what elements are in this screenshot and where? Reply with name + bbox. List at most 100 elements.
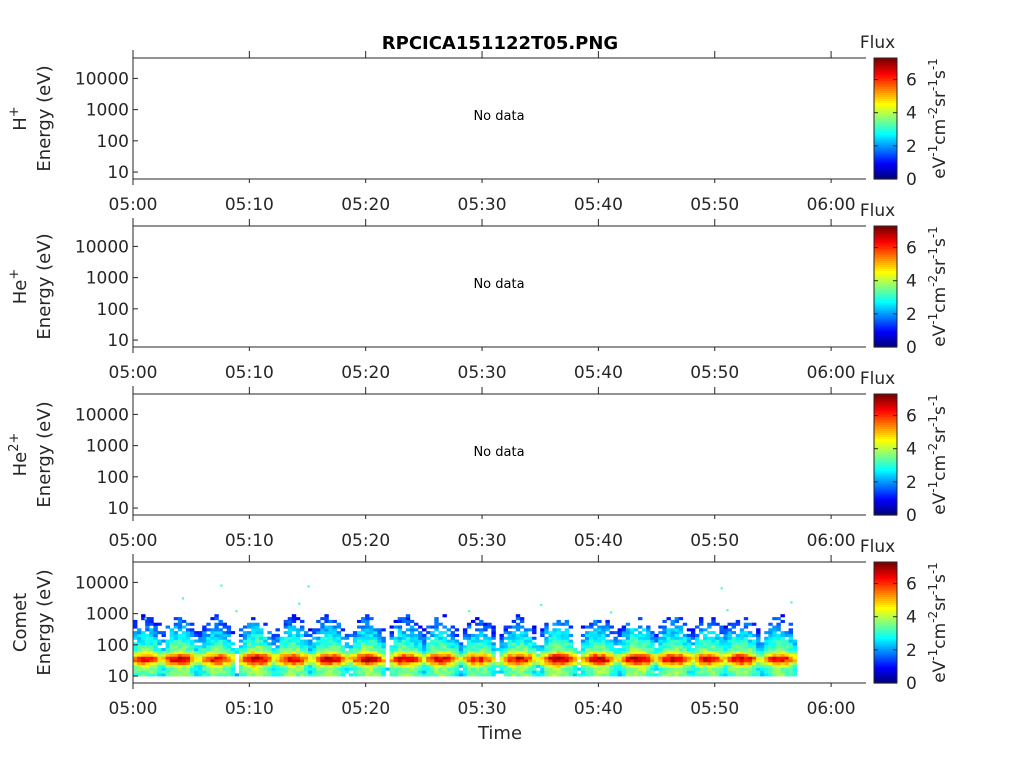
colorbar-segment bbox=[874, 82, 897, 85]
heatmap-cell bbox=[580, 645, 586, 649]
heatmap-cell bbox=[768, 648, 773, 652]
heatmap-cell bbox=[752, 648, 757, 652]
heatmap-cell bbox=[589, 642, 594, 646]
heatmap-cell bbox=[348, 667, 354, 671]
heatmap-cell bbox=[340, 673, 346, 677]
heatmap-cell bbox=[597, 650, 602, 654]
heatmap-cell bbox=[222, 670, 227, 674]
heatmap-cell bbox=[654, 673, 659, 677]
heatmap-cell bbox=[137, 653, 142, 657]
heatmap-cell bbox=[792, 650, 798, 654]
heatmap-cell bbox=[633, 645, 639, 649]
colorbar-frame bbox=[873, 561, 898, 684]
heatmap-cell bbox=[638, 633, 643, 637]
heatmap-cell bbox=[479, 619, 484, 623]
heatmap-cell bbox=[638, 617, 643, 621]
heatmap-cell bbox=[703, 664, 708, 668]
heatmap-cell bbox=[686, 633, 692, 637]
heatmap-cell bbox=[528, 653, 533, 657]
heatmap-cell bbox=[678, 650, 684, 654]
heatmap-cell bbox=[719, 628, 724, 632]
heatmap-cell bbox=[185, 622, 191, 626]
heatmap-cell bbox=[177, 667, 183, 671]
heatmap-cell bbox=[267, 664, 272, 668]
heatmap-cell bbox=[361, 667, 366, 671]
heatmap-cell bbox=[316, 642, 321, 646]
heatmap-cell bbox=[336, 670, 341, 674]
heatmap-cell bbox=[723, 659, 728, 663]
heatmap-cell bbox=[352, 659, 358, 663]
heatmap-cell bbox=[210, 636, 215, 640]
heatmap-cell bbox=[638, 631, 643, 635]
heatmap-cell bbox=[690, 662, 696, 666]
heatmap-cell bbox=[247, 645, 252, 649]
heatmap-cell bbox=[788, 645, 793, 649]
heatmap-cell bbox=[536, 653, 541, 657]
heatmap-cell bbox=[776, 642, 781, 646]
heatmap-cell bbox=[711, 659, 716, 663]
heatmap-cell bbox=[471, 619, 476, 623]
heatmap-cell bbox=[625, 673, 631, 677]
heatmap-cell bbox=[190, 653, 195, 657]
colorbar-segment bbox=[874, 434, 897, 437]
heatmap-cell bbox=[605, 656, 610, 660]
heatmap-cell bbox=[275, 645, 280, 649]
x-tick-label: 05:40 bbox=[574, 363, 623, 383]
heatmap-cell bbox=[169, 648, 175, 652]
heatmap-cell bbox=[185, 664, 191, 668]
heatmap-cell bbox=[776, 625, 781, 629]
heatmap-cell bbox=[658, 648, 663, 652]
heatmap-cell bbox=[552, 662, 557, 666]
heatmap-cell bbox=[686, 650, 692, 654]
colorbar-segment bbox=[874, 154, 897, 158]
heatmap-cell bbox=[161, 639, 166, 643]
heatmap-cell bbox=[532, 631, 537, 635]
heatmap-cell bbox=[613, 631, 618, 635]
heatmap-cell bbox=[654, 639, 659, 643]
heatmap-cell bbox=[263, 636, 268, 640]
heatmap-cell bbox=[153, 642, 158, 646]
heatmap-cell bbox=[523, 628, 529, 632]
heatmap-cell bbox=[678, 673, 684, 677]
colorbar-segment bbox=[874, 68, 897, 71]
heatmap-cell bbox=[503, 636, 508, 640]
heatmap-cell bbox=[149, 622, 154, 626]
y-tick-label: 1000 bbox=[86, 269, 129, 289]
heatmap-cell bbox=[357, 639, 362, 643]
heatmap-cell bbox=[747, 622, 753, 626]
heatmap-cell bbox=[711, 639, 716, 643]
heatmap-cell bbox=[658, 636, 663, 640]
heatmap-cell bbox=[552, 673, 557, 677]
heatmap-cell bbox=[177, 656, 183, 660]
colorbar-segment bbox=[874, 394, 897, 397]
heatmap-cell bbox=[194, 673, 199, 677]
heatmap-cell bbox=[479, 645, 484, 649]
heatmap-cell bbox=[523, 653, 529, 657]
colorbar-segment bbox=[874, 86, 897, 89]
heatmap-cell bbox=[650, 667, 655, 671]
heatmap-cell bbox=[788, 670, 793, 674]
colorbar-segment bbox=[874, 480, 897, 484]
heatmap-cell bbox=[450, 636, 455, 640]
heatmap-cell bbox=[137, 633, 142, 637]
heatmap-cell bbox=[214, 625, 219, 629]
heatmap-cell bbox=[523, 642, 529, 646]
heatmap-cell bbox=[426, 659, 431, 663]
heatmap-cell bbox=[471, 645, 476, 649]
heatmap-cell bbox=[340, 667, 346, 671]
heatmap-cell bbox=[332, 670, 337, 674]
heatmap-cell bbox=[340, 653, 346, 657]
x-tick-label: 05:10 bbox=[225, 531, 274, 551]
colorbar-segment bbox=[874, 680, 897, 684]
heatmap-cell bbox=[556, 659, 561, 663]
colorbar-segment bbox=[874, 244, 897, 247]
heatmap-cell bbox=[788, 673, 793, 677]
heatmap-cell bbox=[654, 636, 659, 640]
x-tick-label: 05:40 bbox=[574, 195, 623, 215]
heatmap-cell bbox=[752, 650, 757, 654]
heatmap-cell bbox=[479, 648, 484, 652]
heatmap-cell bbox=[678, 656, 684, 660]
heatmap-cell bbox=[137, 639, 142, 643]
heatmap-cell bbox=[238, 645, 244, 649]
heatmap-cell bbox=[646, 656, 651, 660]
